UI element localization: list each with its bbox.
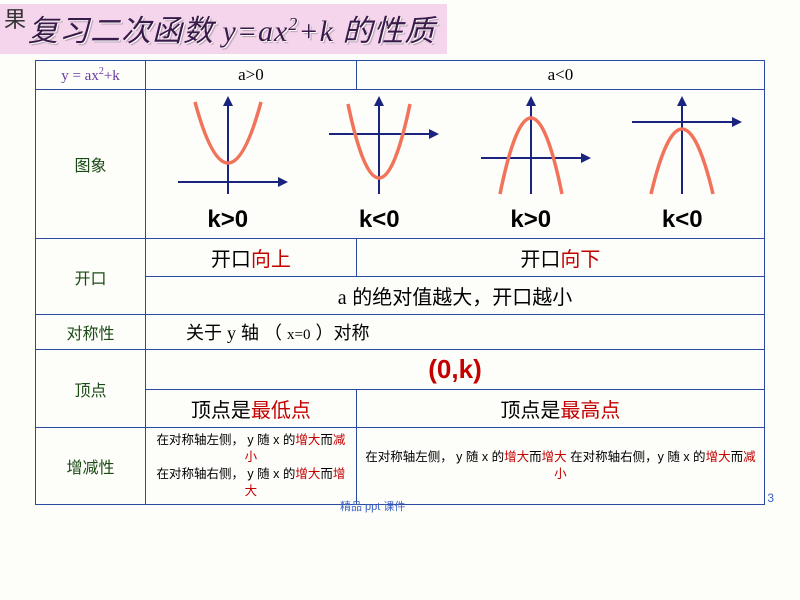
- page-title: 复习二次函数 y=ax2+k 的性质: [0, 4, 447, 54]
- opening-note: a 的绝对值越大，开口越小: [146, 277, 765, 315]
- mr1h1: 增大: [504, 450, 529, 464]
- ml2m: 而: [320, 467, 333, 481]
- symmetry-text: 关于 y 轴 （ x=0 ）对称: [146, 315, 765, 350]
- opening-note-txt: 的绝对值越大，开口越小: [347, 287, 573, 309]
- row-symmetry-label: 对称性: [36, 315, 146, 350]
- footer-watermark: 精品 ppt 课件: [340, 498, 405, 514]
- title-exp: 2: [288, 14, 298, 34]
- graph-a-pos-k-neg: k<0: [314, 94, 444, 234]
- ml1m: 而: [320, 433, 333, 447]
- sym-mid: 轴 （: [236, 323, 287, 343]
- klabel-3: k<0: [662, 206, 703, 234]
- opening-up-hi: 向上: [251, 249, 291, 271]
- title-suffix: +k 的性质: [298, 15, 435, 48]
- mr1h2: 增大: [542, 450, 567, 464]
- graph-a-pos-k-pos: k>0: [163, 94, 293, 234]
- row-opening-label: 开口: [36, 239, 146, 315]
- row-vertex-label: 顶点: [36, 350, 146, 428]
- mr2m: 而: [731, 450, 744, 464]
- ml1p: 在对称轴左侧， y 随 x 的: [156, 433, 295, 447]
- klabel-0: k>0: [207, 206, 248, 234]
- page-number: 3: [767, 491, 774, 505]
- mono-right: 在对称轴左侧， y 随 x 的增大而增大 在对称轴右侧，y 随 x 的增大而减小: [356, 428, 764, 505]
- vertex-value: (0,k): [428, 354, 481, 384]
- mr1p: 在对称轴左侧， y 随 x 的: [365, 450, 504, 464]
- sym-post: ）对称: [311, 323, 370, 343]
- vertex-low: 顶点是最低点: [146, 390, 357, 428]
- row-graph-label: 图象: [36, 90, 146, 239]
- graph-a-neg-k-neg: k<0: [617, 94, 747, 234]
- mono-left: 在对称轴左侧， y 随 x 的增大而减小 在对称轴右侧， y 随 x 的增大而增…: [146, 428, 357, 505]
- title-prefix: 复习二次函数: [28, 15, 223, 48]
- graph-a-neg-k-pos: k>0: [466, 94, 596, 234]
- properties-table: y = ax2+k a>0 a<0 图象 k>0: [35, 60, 765, 505]
- vertex-low-hi: 最低点: [251, 400, 311, 422]
- ml1h1: 增大: [295, 433, 320, 447]
- mr2h1: 增大: [706, 450, 731, 464]
- header-a-pos: a>0: [146, 61, 357, 90]
- klabel-1: k<0: [359, 206, 400, 234]
- vertex-low-pre: 顶点是: [191, 400, 251, 422]
- opening-up-pre: 开口: [211, 249, 251, 271]
- opening-down: 开口向下: [356, 239, 764, 277]
- vertex-value-cell: (0,k): [146, 350, 765, 390]
- graphs-cell: k>0 k<0: [146, 90, 765, 239]
- row-mono-label: 增减性: [36, 428, 146, 505]
- vertex-high-hi: 最高点: [560, 400, 620, 422]
- mr1m: 而: [529, 450, 542, 464]
- sym-pre: 关于: [186, 323, 227, 343]
- opening-up: 开口向上: [146, 239, 357, 277]
- opening-down-pre: 开口: [520, 249, 560, 271]
- opening-note-a: a: [338, 287, 347, 309]
- header-formula: y = ax2+k: [36, 61, 146, 90]
- header-a-neg: a<0: [356, 61, 764, 90]
- opening-down-hi: 向下: [560, 249, 600, 271]
- mr2p: 在对称轴右侧，y 随 x 的: [567, 450, 706, 464]
- vertex-high-pre: 顶点是: [500, 400, 560, 422]
- ml2p: 在对称轴右侧， y 随 x 的: [156, 467, 295, 481]
- title-eq: y=ax: [223, 15, 289, 48]
- corner-watermark: 果: [4, 2, 26, 34]
- klabel-2: k>0: [510, 206, 551, 234]
- sym-y: y: [227, 323, 236, 343]
- sym-x0: x=0: [287, 327, 310, 343]
- vertex-high: 顶点是最高点: [356, 390, 764, 428]
- ml2h1: 增大: [295, 467, 320, 481]
